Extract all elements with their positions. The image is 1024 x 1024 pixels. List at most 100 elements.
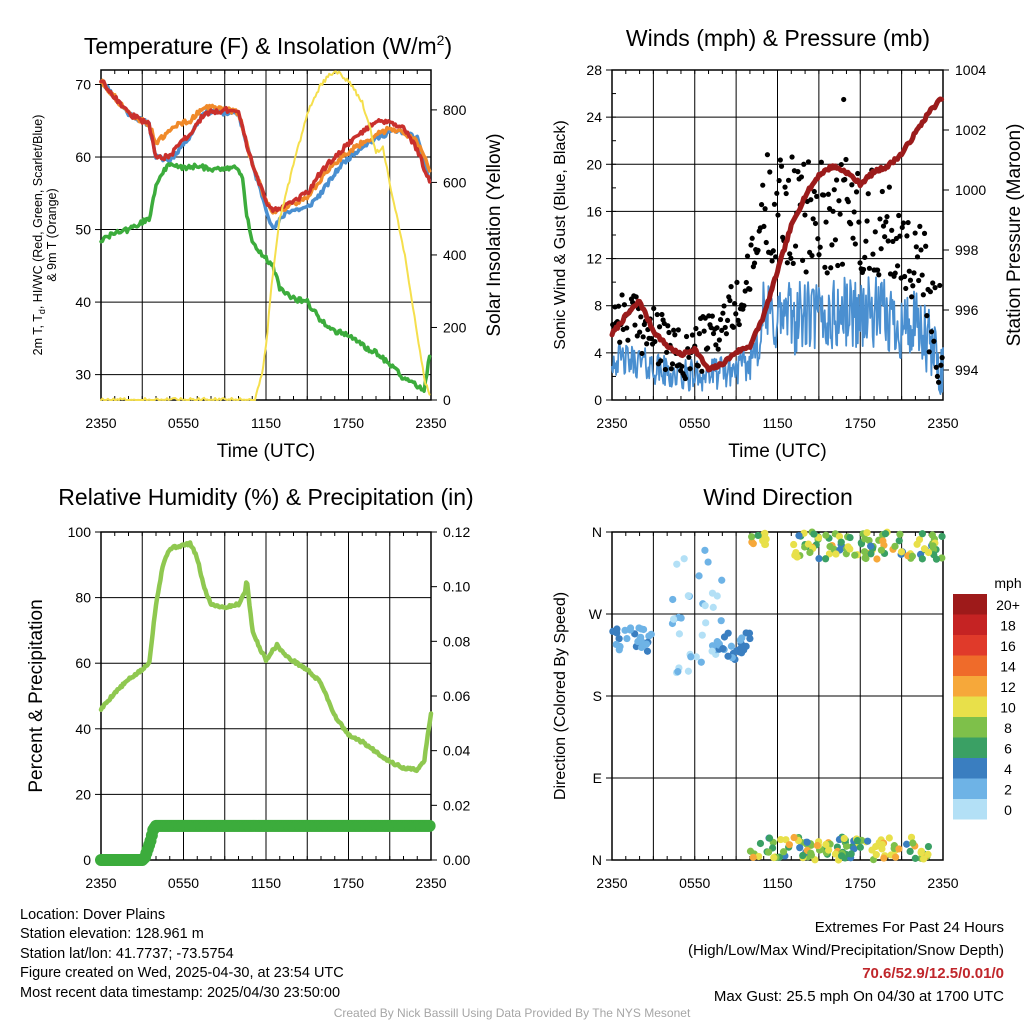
temp-y2tick-label: 800: [443, 102, 467, 118]
legend-swatch: [953, 799, 987, 820]
wind-gust-point: [683, 333, 690, 340]
temp-xtick-label: 1750: [333, 415, 364, 431]
direction-point: [863, 529, 871, 537]
wind-gust-point: [920, 292, 926, 298]
wind-ytick-label: 4: [594, 345, 602, 361]
wind-gust-point: [824, 270, 830, 276]
wind-gust-point: [724, 317, 731, 324]
wind-gust-point: [621, 302, 628, 308]
wind-gust-point: [882, 234, 888, 240]
wind-gust-point: [671, 327, 677, 333]
rh-ytick-label: 60: [75, 655, 91, 671]
direction-point: [873, 555, 881, 563]
legend-label: 2: [1004, 782, 1012, 798]
wind-gust-point: [809, 252, 815, 259]
extremes-box: Extremes For Past 24 Hours (High/Low/Max…: [688, 916, 1004, 1008]
dir-xtick-label: 0550: [679, 875, 710, 891]
wind-gust-point: [764, 152, 771, 158]
direction-point: [719, 645, 727, 653]
wind-gust-point: [878, 246, 884, 252]
direction-point: [908, 552, 916, 560]
dir-xtick-label: 2350: [596, 875, 627, 891]
temp-xtick-label: 1150: [251, 415, 281, 431]
wind-gust-point: [919, 272, 925, 278]
wind-gust-point: [853, 189, 860, 195]
direction-point: [918, 555, 926, 563]
wind-gust-point: [782, 184, 788, 190]
direction-point: [736, 636, 744, 644]
credit-text: Created By Nick Bassill Using Data Provi…: [333, 1006, 691, 1020]
wind-gust-point: [710, 330, 717, 337]
wind-gust-point: [907, 277, 914, 283]
dir-ytick-label: W: [589, 606, 603, 622]
direction-point: [615, 635, 623, 643]
wind-ytick-label: 8: [594, 298, 602, 314]
wind-gust-point: [937, 282, 943, 289]
wind-gust-point: [668, 366, 674, 372]
wind-gust-point: [644, 341, 650, 347]
wind-gust-point: [825, 191, 831, 197]
wind-y2tick-label: 994: [955, 362, 979, 378]
wind-gust-point: [784, 260, 790, 266]
temp-ytick-label: 50: [75, 222, 91, 238]
rh-xtick-label: 1750: [333, 875, 364, 891]
direction-point: [770, 854, 778, 862]
rh-ytick-label: 80: [75, 590, 91, 606]
direction-point: [613, 625, 621, 633]
wind-gust-point: [913, 244, 919, 250]
temp-series-yellow: [100, 70, 431, 401]
legend-label: 4: [1004, 761, 1012, 777]
wind-gust-point: [771, 201, 778, 207]
temp-y2tick-label: 0: [443, 392, 451, 408]
wind-gust-point: [669, 361, 676, 367]
wind-gust-point: [728, 284, 734, 290]
direction-point: [790, 833, 798, 842]
wind-gust-point: [705, 345, 711, 351]
temp-xtick-label: 2350: [85, 415, 116, 431]
temp-title: Temperature (F) & Insolation (W/m2): [84, 32, 452, 59]
wind-gust-point: [789, 154, 795, 160]
direction-point: [810, 530, 818, 538]
wind-ytick-label: 24: [586, 109, 602, 125]
wind-gust-point: [875, 267, 881, 273]
wind-gust-point: [862, 254, 868, 260]
direction-point: [777, 835, 785, 844]
wind-gust-point: [811, 188, 817, 195]
direction-point: [782, 836, 790, 844]
wind-gust-point: [787, 251, 793, 257]
direction-point: [708, 642, 717, 650]
direction-point: [907, 833, 916, 841]
wind-gust-point: [829, 242, 835, 248]
legend-swatch: [953, 635, 987, 656]
wind-gust-point: [828, 265, 834, 271]
direction-point: [837, 852, 846, 860]
direction-point: [612, 640, 620, 649]
wind-gust-point: [720, 310, 726, 316]
rh-ylabel: Percent & Precipitation: [26, 599, 47, 792]
rh-xtick-label: 2350: [85, 875, 116, 891]
direction-point: [765, 834, 774, 842]
wind-gust-point: [830, 208, 836, 214]
wind-gust-point: [864, 218, 870, 224]
direction-point: [636, 634, 644, 643]
wind-gust-point: [665, 323, 671, 329]
wind-gust-point: [785, 177, 792, 183]
direction-point: [764, 848, 773, 856]
wind-y2tick-label: 1002: [955, 122, 986, 138]
wind-gust-point: [860, 266, 867, 273]
wind-gust-point: [695, 363, 701, 369]
rh-y2tick-label: 0.12: [443, 524, 470, 540]
wind-y2tick-label: 1000: [955, 182, 986, 198]
temp-y2label: Solar Insolation (Yellow): [484, 133, 505, 336]
wind-ytick-label: 0: [594, 392, 602, 408]
wind-gust-point: [904, 233, 910, 239]
temp-xtick-label: 0550: [168, 415, 199, 431]
wind-gust-point: [658, 358, 664, 364]
direction-point: [846, 533, 854, 542]
wind-gust-point: [906, 268, 912, 274]
wind-gust-point: [632, 322, 638, 328]
dir-ytick-label: N: [592, 852, 602, 868]
direction-point: [803, 838, 811, 846]
legend-unit: mph: [994, 575, 1021, 591]
